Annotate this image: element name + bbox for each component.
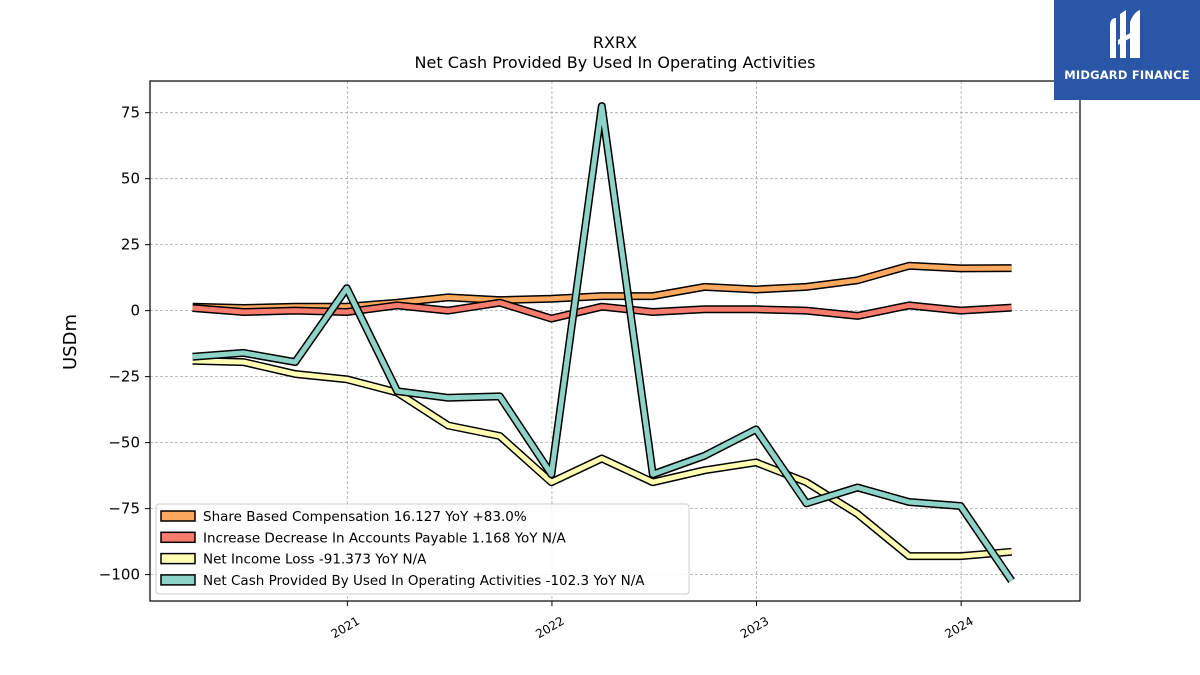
- legend-label: Increase Decrease In Accounts Payable 1.…: [203, 530, 566, 546]
- legend-swatch: [160, 552, 196, 565]
- legend-label: Share Based Compensation 16.127 YoY +83.…: [203, 509, 527, 525]
- y-axis: 75 50 25 0 −25 −50 −75 −100: [99, 104, 150, 584]
- legend-label: Net Cash Provided By Used In Operating A…: [203, 573, 645, 589]
- y-tick-label: −50: [108, 434, 140, 452]
- series-line: [192, 263, 1012, 311]
- series-line: [192, 358, 1012, 559]
- logo-mark-icon: [1110, 10, 1140, 58]
- y-tick-label: 25: [121, 236, 140, 254]
- legend-swatch: [160, 531, 196, 544]
- x-tick-label: 2021: [329, 614, 362, 641]
- x-tick-label: 2022: [533, 614, 566, 641]
- y-tick-label: −100: [99, 566, 140, 584]
- y-tick-label: 75: [121, 104, 140, 122]
- brand-name: MIDGARD FINANCE: [1064, 68, 1190, 82]
- legend: Share Based Compensation 16.127 YoY +83.…: [155, 503, 690, 595]
- legend-swatch: [160, 574, 196, 586]
- x-axis: 2021 2022 2023 2024: [329, 601, 976, 641]
- series-lines: [192, 102, 1015, 583]
- y-axis-label: USDm: [60, 314, 81, 370]
- y-tick-label: −25: [108, 368, 140, 386]
- legend-swatch: [160, 510, 196, 522]
- plot-frame: [149, 80, 1081, 602]
- y-tick-label: 50: [121, 170, 140, 188]
- x-tick-label: 2024: [942, 614, 975, 641]
- x-tick-label: 2023: [738, 614, 771, 641]
- y-tick-label: 0: [130, 302, 140, 320]
- y-tick-label: −75: [108, 500, 140, 518]
- brand-logo: MIDGARD FINANCE: [1054, 0, 1200, 100]
- series-line: [192, 103, 1014, 583]
- legend-label: Net Income Loss -91.373 YoY N/A: [203, 552, 427, 568]
- chart-title: RXRX: [593, 33, 637, 52]
- legend-box: [155, 503, 690, 595]
- chart-subtitle: Net Cash Provided By Used In Operating A…: [415, 53, 816, 72]
